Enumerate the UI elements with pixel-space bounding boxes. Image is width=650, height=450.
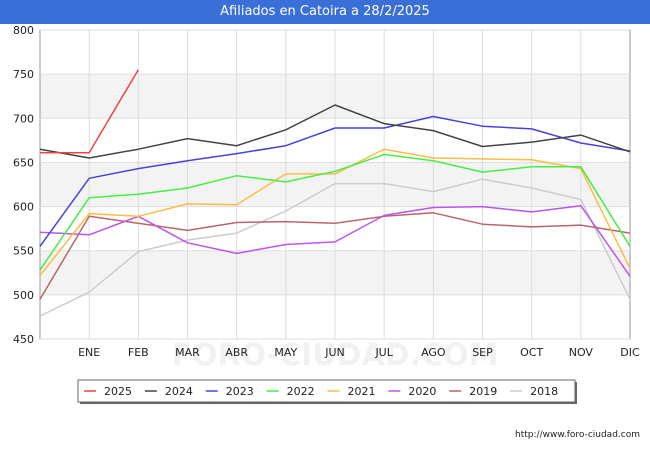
legend-label-2018: 2018 <box>530 385 558 398</box>
legend-box <box>77 379 576 403</box>
legend-label-2023: 2023 <box>226 385 254 398</box>
x-tick-label: SEP <box>472 346 493 359</box>
x-tick-label: JUN <box>324 346 345 359</box>
x-tick-label: ABR <box>225 346 248 359</box>
x-tick-label: MAY <box>274 346 297 359</box>
x-tick-label: MAR <box>175 346 200 359</box>
y-tick-label: 500 <box>13 289 34 302</box>
legend-label-2021: 2021 <box>348 385 376 398</box>
credit-url[interactable]: http://www.foro-ciudad.com <box>515 430 640 440</box>
watermark-text: FORO-CIUDAD.COM <box>172 338 499 373</box>
series-line-2024 <box>39 104 631 159</box>
series-line-2025 <box>40 69 139 154</box>
y-tick-label: 700 <box>13 112 34 125</box>
legend-label-2019: 2019 <box>469 385 497 398</box>
x-tick-label: NOV <box>569 346 594 359</box>
y-tick-label: 600 <box>13 201 34 214</box>
chart-title: Afiliados en Catoira a 28/2/2025 <box>0 0 650 24</box>
legend-label-2025: 2025 <box>104 385 132 398</box>
series-line-2019 <box>39 212 631 300</box>
y-tick-label: 750 <box>13 68 34 81</box>
legend-label-2024: 2024 <box>165 385 193 398</box>
y-tick-label: 800 <box>13 24 34 37</box>
x-tick-label: AGO <box>421 346 446 359</box>
x-tick-label: ENE <box>78 346 100 359</box>
y-tick-label: 650 <box>13 156 34 169</box>
series-line-2023 <box>39 115 631 247</box>
y-tick-label: 450 <box>13 333 34 346</box>
x-tick-label: DIC <box>620 346 640 359</box>
series-line-2022 <box>39 153 631 271</box>
x-tick-label: JUL <box>374 346 393 359</box>
y-tick-label: 550 <box>13 245 34 258</box>
x-tick-label: OCT <box>520 346 543 359</box>
series-line-2018 <box>39 178 631 317</box>
x-tick-label: FEB <box>128 346 149 359</box>
legend-label-2020: 2020 <box>408 385 436 398</box>
series-line-2021 <box>39 148 631 276</box>
legend-label-2022: 2022 <box>287 385 315 398</box>
